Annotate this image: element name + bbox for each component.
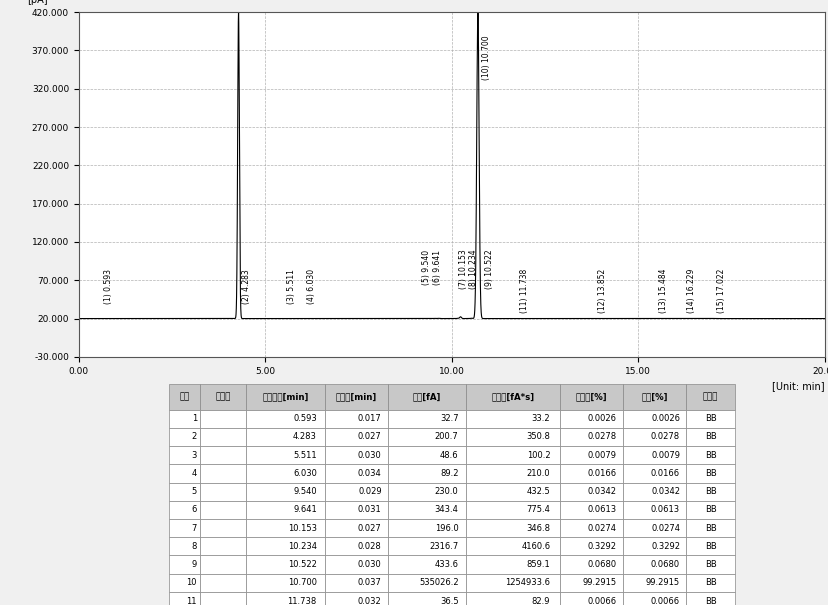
Text: (13) 15.484: (13) 15.484	[658, 269, 667, 313]
Text: (1) 0.593: (1) 0.593	[104, 269, 113, 304]
Text: (14) 16.229: (14) 16.229	[686, 269, 696, 313]
Text: [Unit: min]: [Unit: min]	[772, 381, 824, 391]
Text: (7) 10.153: (7) 10.153	[459, 250, 468, 289]
Text: (10) 10.700: (10) 10.700	[481, 35, 490, 80]
Text: (3) 5.511: (3) 5.511	[287, 269, 296, 304]
Text: (15) 17.022: (15) 17.022	[716, 269, 724, 313]
Text: (5) 9.540: (5) 9.540	[421, 250, 430, 285]
Text: (6) 9.641: (6) 9.641	[432, 250, 441, 284]
Text: (11) 11.738: (11) 11.738	[519, 269, 528, 313]
Text: (12) 13.852: (12) 13.852	[598, 269, 607, 313]
Text: (9) 10.522: (9) 10.522	[485, 250, 493, 289]
Text: (8) 10.234: (8) 10.234	[468, 250, 477, 289]
Y-axis label: [pA]: [pA]	[27, 0, 48, 5]
Text: (2) 4.283: (2) 4.283	[241, 269, 250, 304]
Text: (4) 6.030: (4) 6.030	[306, 269, 315, 304]
